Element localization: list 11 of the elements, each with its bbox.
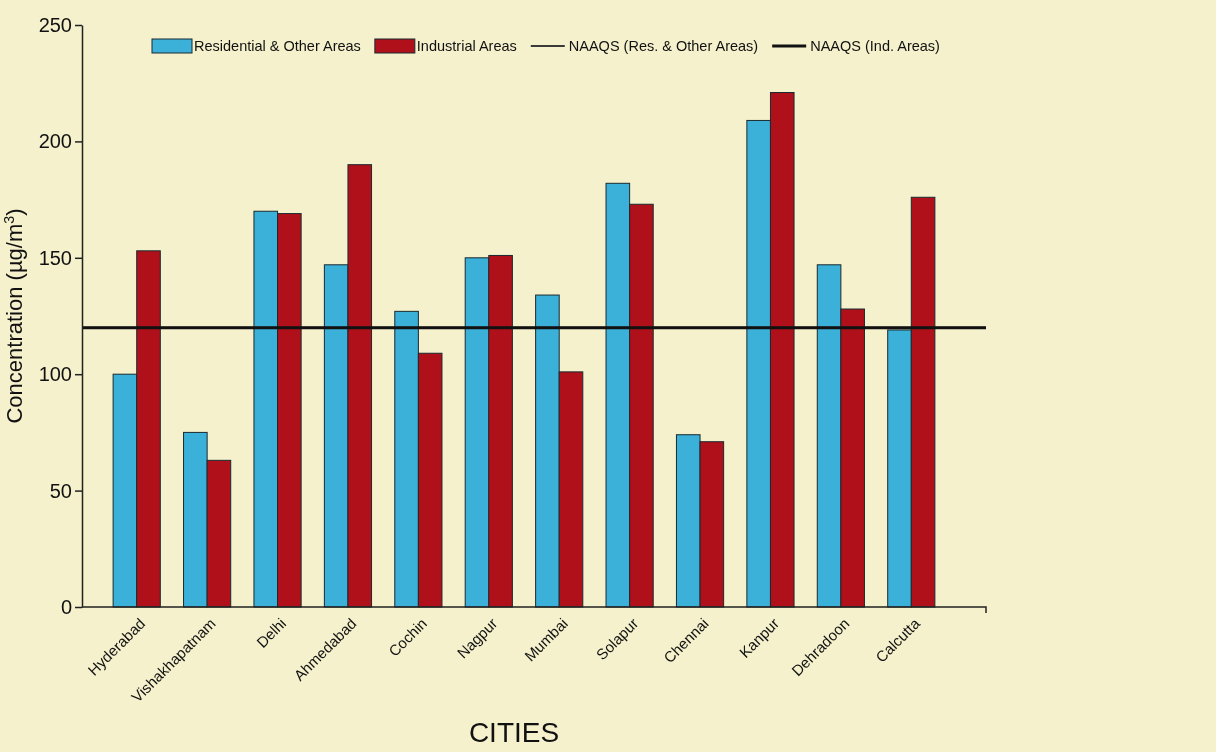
y-tick-label: 200 xyxy=(38,130,72,153)
legend-label: Residential & Other Areas xyxy=(194,38,361,54)
legend-label: Industrial Areas xyxy=(416,38,517,54)
y-tick-label: 100 xyxy=(38,363,72,386)
y-tick-label: 250 xyxy=(38,13,72,36)
legend-label: NAAQS (Ind. Areas) xyxy=(810,38,940,54)
y-tick-label: 0 xyxy=(60,595,72,618)
legend-label: NAAQS (Res. & Other Areas) xyxy=(568,38,759,54)
x-axis-title: CITIES xyxy=(468,717,560,748)
y-tick-label: 50 xyxy=(49,479,72,502)
y-tick-label: 150 xyxy=(38,246,72,269)
